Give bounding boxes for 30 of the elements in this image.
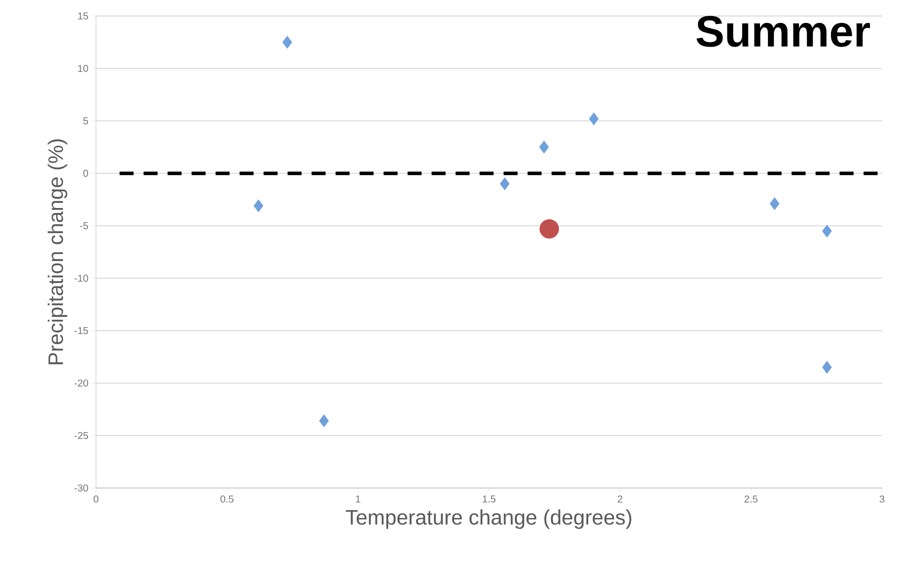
point — [318, 414, 330, 428]
point — [588, 111, 600, 126]
x-tick-label: 2 — [618, 496, 622, 502]
y-tick-label: -25 — [74, 432, 88, 440]
y-tick-label: 5 — [83, 117, 88, 124]
y-tick-label: 15 — [78, 12, 88, 20]
x-axis-title: Temperature change (degrees) — [346, 509, 632, 529]
y-tick-label: -15 — [74, 327, 88, 334]
x-tick-label: 0 — [94, 496, 98, 503]
chart-title: Summer — [696, 16, 870, 47]
x-tick-label: 3 — [880, 496, 884, 503]
y-tick-label: -30 — [74, 484, 88, 492]
point — [499, 176, 510, 192]
point — [538, 218, 560, 240]
y-tick-label: -5 — [80, 222, 88, 230]
point — [769, 196, 780, 212]
y-tick-label: -10 — [74, 274, 88, 282]
point — [821, 224, 833, 238]
y-tick-label: 10 — [78, 64, 88, 72]
y-axis-title: Precipitation change (%) — [48, 139, 68, 364]
y-tick-label: 0 — [83, 170, 88, 177]
x-tick-label: 0.5 — [220, 496, 234, 503]
y-tick-label: -20 — [74, 380, 88, 387]
point — [538, 140, 550, 154]
x-tick-label: 1 — [356, 496, 360, 502]
point — [821, 360, 833, 375]
x-tick-label: 1.5 — [482, 496, 496, 502]
point — [282, 34, 293, 50]
x-tick-label: 2.5 — [744, 496, 758, 503]
point — [252, 198, 264, 214]
